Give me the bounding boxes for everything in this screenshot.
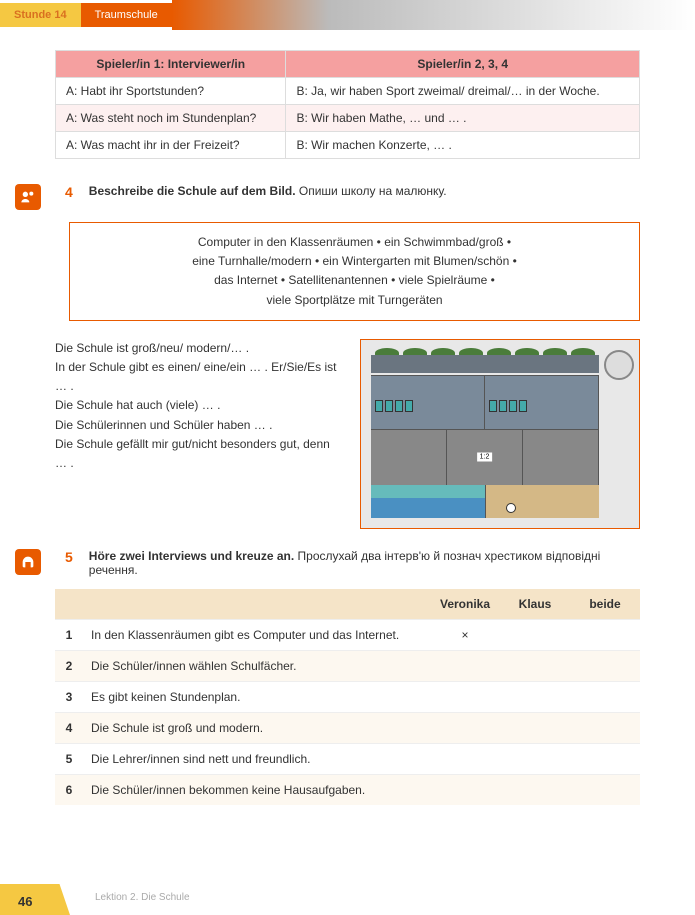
school-illustration: 1:2 bbox=[360, 339, 640, 529]
table-row: A: Was macht ihr in der Freizeit? B: Wir… bbox=[56, 132, 640, 159]
checkbox-cell[interactable] bbox=[570, 681, 640, 712]
gym-icon bbox=[486, 485, 600, 518]
checkbox-cell[interactable] bbox=[500, 712, 570, 743]
checkbox-cell[interactable] bbox=[430, 774, 500, 805]
checkbox-cell[interactable] bbox=[430, 712, 500, 743]
checkbox-cell[interactable] bbox=[570, 619, 640, 650]
checkbox-cell[interactable] bbox=[570, 650, 640, 681]
checkbox-cell[interactable]: × bbox=[430, 619, 500, 650]
table-row: 6Die Schüler/innen bekommen keine Hausau… bbox=[55, 774, 640, 805]
checkbox-cell[interactable] bbox=[500, 619, 570, 650]
col-veronika: Veronika bbox=[430, 589, 500, 620]
task-number: 4 bbox=[65, 184, 73, 200]
dialog-header-1: Spieler/in 1: Interviewer/in bbox=[56, 51, 286, 78]
task-5-header: 5 Höre zwei Interviews und kreuze an. Пр… bbox=[55, 549, 640, 577]
checkbox-cell[interactable] bbox=[430, 650, 500, 681]
vocabulary-box: Computer in den Klassenräumen • ein Schw… bbox=[69, 222, 640, 321]
table-row: 3Es gibt keinen Stundenplan. bbox=[55, 681, 640, 712]
footer-lesson: Lektion 2. Die Schule bbox=[95, 892, 190, 903]
page-header: Stunde 14 Traumschule bbox=[0, 0, 695, 30]
checkbox-cell[interactable] bbox=[500, 774, 570, 805]
page-number: 46 bbox=[0, 884, 70, 915]
checkbox-cell[interactable] bbox=[430, 681, 500, 712]
task-4-header: 4 Beschreibe die Schule auf dem Bild. Оп… bbox=[55, 184, 640, 210]
page-footer: 46 Lektion 2. Die Schule bbox=[0, 865, 695, 915]
description-template: Die Schule ist groß/neu/ modern/… . In d… bbox=[55, 339, 345, 529]
pool-icon bbox=[371, 485, 486, 518]
checkbox-cell[interactable] bbox=[570, 743, 640, 774]
col-klaus: Klaus bbox=[500, 589, 570, 620]
lesson-number: Stunde 14 bbox=[0, 3, 81, 27]
lesson-title: Traumschule bbox=[81, 3, 172, 27]
checkbox-cell[interactable] bbox=[500, 681, 570, 712]
table-row: 1In den Klassenräumen gibt es Computer u… bbox=[55, 619, 640, 650]
task-number: 5 bbox=[65, 549, 73, 565]
checkbox-cell[interactable] bbox=[500, 650, 570, 681]
checkbox-cell[interactable] bbox=[570, 712, 640, 743]
table-row: 5Die Lehrer/innen sind nett und freundli… bbox=[55, 743, 640, 774]
table-row: A: Habt ihr Sportstunden? B: Ja, wir hab… bbox=[56, 78, 640, 105]
table-row: 2Die Schüler/innen wählen Schulfächer. bbox=[55, 650, 640, 681]
table-row: A: Was steht noch im Stundenplan? B: Wir… bbox=[56, 105, 640, 132]
dialog-table: Spieler/in 1: Interviewer/in Spieler/in … bbox=[55, 50, 640, 159]
checkbox-cell[interactable] bbox=[430, 743, 500, 774]
dialog-header-2: Spieler/in 2, 3, 4 bbox=[286, 51, 640, 78]
task-instruction: Beschreibe die Schule auf dem Bild. Опиш… bbox=[89, 184, 447, 198]
checkbox-table: Veronika Klaus beide 1In den Klassenräum… bbox=[55, 589, 640, 805]
checkbox-cell[interactable] bbox=[500, 743, 570, 774]
satellite-dish-icon bbox=[604, 350, 634, 380]
speaking-icon bbox=[15, 184, 41, 210]
table-row: 4Die Schule ist groß und modern. bbox=[55, 712, 640, 743]
listening-icon bbox=[15, 549, 41, 575]
checkbox-cell[interactable] bbox=[570, 774, 640, 805]
header-gradient bbox=[172, 0, 695, 30]
col-beide: beide bbox=[570, 589, 640, 620]
task-instruction: Höre zwei Interviews und kreuze an. Прос… bbox=[89, 549, 640, 577]
